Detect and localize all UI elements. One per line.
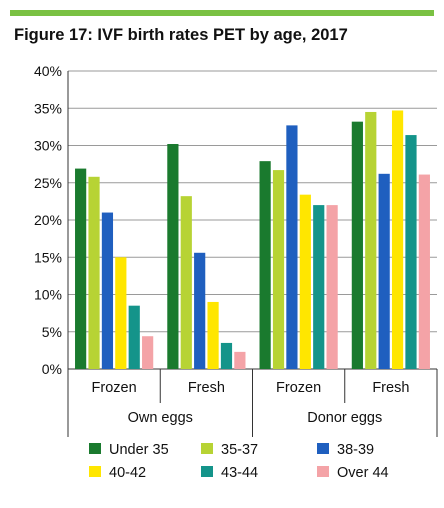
bar (391, 110, 404, 370)
bar (378, 173, 390, 369)
bar (180, 196, 192, 369)
bar (272, 170, 285, 369)
y-tick-label: 15% (34, 249, 62, 265)
bar (101, 212, 114, 369)
legend-swatch (201, 443, 213, 454)
bar (259, 161, 271, 369)
y-tick-label: 40% (34, 63, 62, 79)
legend-swatch (317, 466, 329, 477)
bar (128, 305, 140, 369)
figure-title: Figure 17: IVF birth rates PET by age, 2… (14, 26, 348, 44)
x-group-label: Own eggs (128, 410, 193, 426)
legend-label: 35-37 (221, 442, 258, 458)
bar (299, 194, 311, 369)
bar (75, 168, 87, 369)
y-tick-label: 30% (34, 138, 62, 154)
bar (234, 351, 246, 369)
legend-swatch (201, 466, 213, 477)
legend-label: Over 44 (337, 465, 389, 481)
bar (286, 125, 298, 369)
bar (313, 205, 325, 369)
x-category-label: Fresh (372, 380, 409, 396)
x-category-label: Fresh (188, 380, 225, 396)
bar (405, 135, 417, 369)
bar (167, 144, 179, 369)
legend-label: 38-39 (337, 442, 374, 458)
top-rule (10, 10, 434, 16)
y-tick-label: 0% (42, 361, 62, 377)
legend-label: 43-44 (221, 465, 258, 481)
y-tick-label: 35% (34, 100, 62, 116)
y-tick-label: 10% (34, 287, 62, 303)
bar (351, 121, 363, 369)
y-tick-label: 5% (42, 324, 62, 340)
bar (220, 342, 233, 369)
bar (418, 174, 430, 369)
bar (88, 176, 100, 369)
legend-swatch (89, 443, 101, 454)
x-category-label: Frozen (276, 380, 321, 396)
bar (365, 111, 377, 369)
legend-swatch (317, 443, 329, 454)
bar (115, 257, 127, 369)
legend-label: 40-42 (109, 465, 146, 481)
bar (326, 205, 338, 369)
bar (194, 252, 206, 369)
bar (207, 301, 219, 369)
legend-label: Under 35 (109, 442, 169, 458)
bar (142, 336, 154, 369)
y-tick-label: 25% (34, 175, 62, 191)
x-group-label: Donor eggs (307, 410, 382, 426)
legend-swatch (89, 466, 101, 477)
x-category-label: Frozen (92, 380, 137, 396)
y-tick-label: 20% (34, 212, 62, 228)
